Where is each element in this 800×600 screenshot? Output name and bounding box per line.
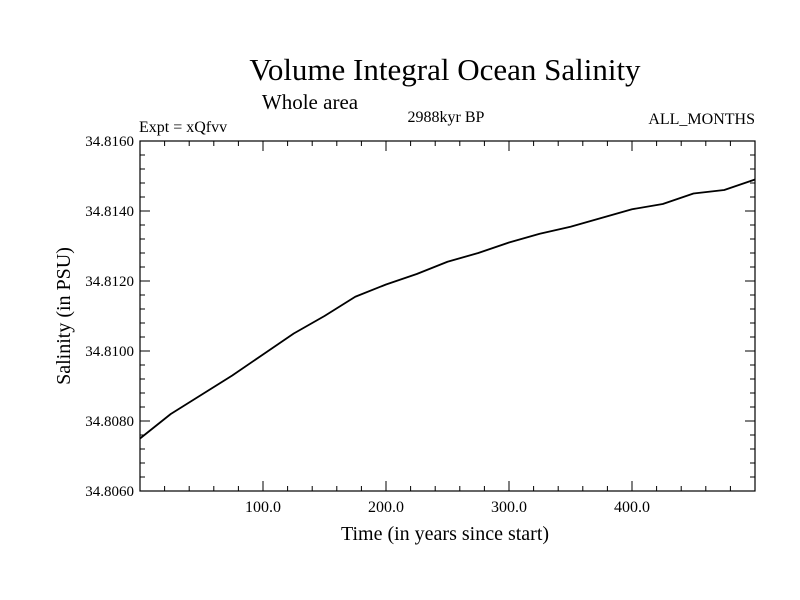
x-tick-label: 200.0: [368, 499, 404, 516]
y-tick-label: 34.8160: [85, 134, 134, 150]
x-tick-label: 300.0: [491, 499, 527, 516]
x-tick-label: 100.0: [245, 499, 281, 516]
x-axis-label: Time (in years since start): [341, 523, 549, 545]
y-tick-label: 34.8100: [85, 344, 134, 360]
period-label: 2988kyr BP: [408, 109, 485, 126]
experiment-label: Expt = xQfvv: [139, 119, 227, 136]
y-axis-label: Salinity (in PSU): [53, 247, 75, 385]
series-group: [139, 178, 756, 440]
y-tick-label: 34.8140: [85, 204, 134, 220]
y-tick-label: 34.8060: [85, 484, 134, 500]
months-label: ALL_MONTHS: [648, 111, 755, 128]
chart-title: Volume Integral Ocean Salinity: [249, 52, 641, 87]
y-tick-label: 34.8080: [85, 414, 134, 430]
x-tick-labels: 100.0 200.0 300.0 400.0: [245, 499, 650, 516]
axis-ticks: [140, 141, 755, 491]
plot-frame: [139, 140, 756, 492]
series-line: [139, 178, 756, 440]
x-tick-label: 400.0: [614, 499, 650, 516]
y-tick-labels: 34.8060 34.8080 34.8100 34.8120 34.8140 34.81…: [85, 134, 134, 500]
y-tick-label: 34.8120: [85, 274, 134, 290]
chart-subtitle: Whole area: [262, 90, 359, 114]
